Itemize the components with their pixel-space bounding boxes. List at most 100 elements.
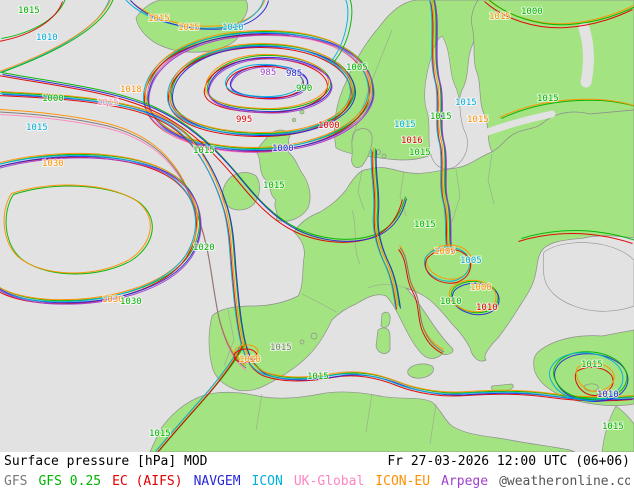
island-minorca: [299, 339, 305, 345]
isobar-ec-aifs-: [233, 348, 258, 364]
isobar-contours: [0, 0, 634, 452]
pressure-label: 1015: [467, 115, 489, 125]
isobar-gfs-0-25: [1, 0, 114, 73]
isobar-icon: [329, 0, 349, 64]
country-borders: [223, 29, 495, 445]
pressure-label: 1015: [581, 360, 603, 370]
pressure-label: 1020: [193, 243, 215, 253]
landmass-ireland: [222, 172, 260, 211]
isobar-icon: [0, 0, 110, 74]
isobar-arpege: [0, 157, 202, 305]
legend-model-icon: ICON: [251, 474, 283, 489]
isobar-icon-eu: [448, 279, 497, 313]
legend-model-navgem: NAVGEM: [193, 474, 241, 489]
pressure-label: 1010: [440, 297, 462, 307]
pressure-label: 1015: [18, 6, 40, 16]
isobar-icon-eu: [204, 53, 330, 110]
pressure-label: 985: [286, 69, 302, 79]
pressure-label: 1000: [42, 94, 64, 104]
legend-model-uk-global: UK-Global: [293, 474, 365, 489]
pressure-label: 1010: [597, 390, 619, 400]
isobar-icon: [155, 343, 242, 452]
landmass-continental-europe: [208, 109, 634, 392]
isobar-icon: [224, 63, 304, 98]
pressure-label: 1015: [263, 181, 285, 191]
legend-model-gfs025: GFS 0.25: [38, 474, 102, 489]
landmass-north-africa: [149, 391, 576, 452]
pressure-label: 1010: [476, 303, 498, 313]
pressure-label: 1015: [178, 23, 200, 33]
pressure-label: 1015: [455, 98, 477, 108]
landmasses: [135, 0, 634, 452]
isobar-ec-aifs-: [225, 65, 305, 100]
watermark: @weatheronline.co.uk: [499, 474, 630, 489]
pressure-label: 1018: [120, 85, 142, 95]
isobar-gfs-0-25: [1, 0, 66, 39]
isobar-navgem: [2, 74, 407, 242]
pressure-label: 1016: [401, 136, 423, 146]
isobar-icon-eu: [3, 184, 151, 274]
isobar-gfs-0-25: [333, 0, 353, 63]
pressure-label: 1000: [272, 144, 294, 154]
pressure-label: 1005: [434, 247, 456, 257]
pressure-label: 1015: [193, 146, 215, 156]
pressure-label: 1030: [102, 295, 124, 305]
legend-model-icon-eu: ICON-EU: [375, 474, 431, 489]
isobar-icon: [0, 93, 632, 400]
model-legend: GFS GFS 0.25 EC (AIFS) NAVGEM ICON UK-Gl…: [4, 474, 630, 489]
isobar-navgem: [130, 0, 269, 30]
pressure-label: 1010: [36, 33, 58, 43]
island-corsica: [380, 311, 391, 328]
isobar-ec-aifs-: [574, 366, 614, 397]
legend-model-ec-aifs: EC (AIFS): [112, 474, 183, 489]
isobar-navgem: [207, 56, 333, 113]
black-sea: [542, 242, 634, 312]
pressure-label: 1010: [222, 23, 244, 33]
isobar-icon: [142, 31, 370, 151]
isobar-gfs-0-25: [553, 351, 628, 400]
pressure-label: 1005: [346, 63, 368, 73]
isobar-icon: [429, 0, 448, 252]
white-sea: [578, 22, 594, 88]
isobar-ec-aifs-: [0, 1, 63, 42]
pressure-label: 985: [260, 68, 276, 78]
shetland-island: [299, 109, 305, 115]
pressure-label: 1015: [430, 112, 452, 122]
isobar-ec-aifs-: [518, 233, 633, 244]
pressure-label: 1030: [120, 297, 142, 307]
isobar-icon-eu: [144, 29, 372, 149]
title-row: Surface pressure [hPa] MOD Fr 27-03-2026…: [4, 454, 630, 469]
pressure-label: 1015: [409, 148, 431, 158]
pressure-label: 1015: [307, 372, 329, 382]
isobar-icon-eu: [0, 152, 199, 301]
isobar-gfs: [399, 247, 445, 353]
landmass-levant: [601, 405, 634, 452]
isobar-navgem: [375, 150, 401, 309]
isobar-icon: [166, 44, 352, 136]
shetland-island: [291, 117, 297, 123]
isobar-icon-eu: [575, 362, 615, 393]
isobar-ec-aifs-: [398, 249, 443, 354]
pressure-label: 1015: [537, 94, 559, 104]
pressure-label: 1000: [318, 121, 340, 131]
pressure-label: 1015: [270, 343, 292, 353]
isobar-gfs-0-25: [5, 185, 153, 275]
pressure-label: 1015: [26, 123, 48, 133]
pressure-label: 995: [236, 115, 252, 125]
isobar-icon-eu: [0, 91, 634, 398]
isobar-ec-aifs-: [424, 248, 472, 284]
pressure-label: 1015: [489, 12, 511, 22]
pressure-label: 1015: [602, 422, 624, 432]
landmass-denmark: [351, 128, 373, 168]
pressure-label: 1015: [149, 429, 171, 439]
isobar-icon-eu: [0, 0, 111, 72]
isobar-icon-eu: [431, 0, 450, 250]
isobar-gfs-0-25: [521, 230, 634, 241]
pressure-label: 1015: [414, 220, 436, 230]
legend-model-arpege: Arpege: [441, 474, 489, 489]
pressure-map: 1015 1010 1015 1015 1010 1005 985 985 990 995 1000…: [0, 0, 634, 452]
isobar-icon: [0, 154, 197, 303]
